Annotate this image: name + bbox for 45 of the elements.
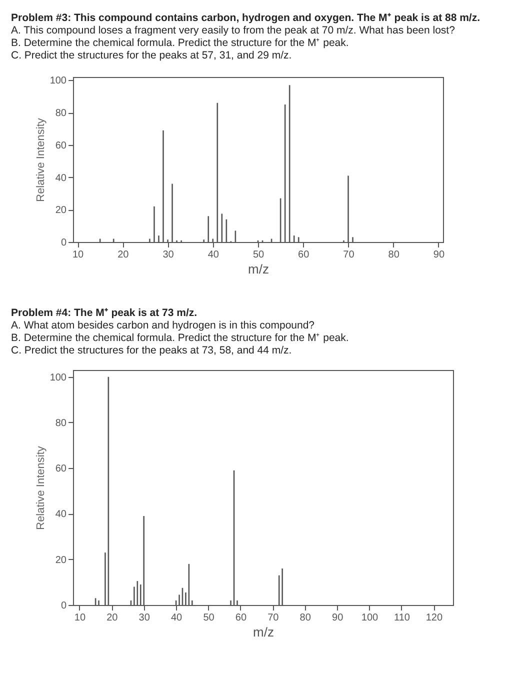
- x-tick-label: 40: [208, 250, 220, 260]
- x-tick-label: 70: [343, 250, 355, 260]
- text: C. Predict the structures for the peaks at 73, 58, and 44 m/z.: [11, 344, 292, 356]
- y-tick-label: 20: [55, 554, 67, 566]
- x-tick-label: 10: [74, 612, 86, 624]
- x-tick-label: 90: [433, 250, 445, 260]
- x-tick-label: 40: [170, 612, 183, 624]
- x-tick-label: 30: [162, 250, 174, 260]
- y-axis-title: Relative Intensity: [34, 446, 47, 530]
- y-tick-label: 80: [55, 108, 67, 120]
- x-tick-label: 50: [203, 612, 215, 624]
- x-tick-label: 30: [138, 612, 150, 624]
- y-tick-label: 100: [50, 372, 67, 384]
- x-tick-label: 10: [72, 250, 84, 260]
- text: B. Determine the chemical formula. Predict the structure for the M⁺ peak.: [11, 332, 349, 344]
- y-axis-title: Relative Intensity: [34, 118, 47, 202]
- x-tick-label: 20: [106, 612, 118, 624]
- y-tick-label: 40: [55, 509, 67, 520]
- text: C. Predict the structures for the peaks at 57, 31, and 29 m/z.: [11, 50, 292, 62]
- x-tick-label: 70: [268, 612, 280, 624]
- x-tick-label: 20: [118, 250, 130, 260]
- x-tick-label: 80: [300, 612, 312, 624]
- y-tick-label: 40: [55, 172, 67, 184]
- y-tick-label: 0: [60, 238, 67, 248]
- x-tick-label: 80: [388, 250, 400, 260]
- text: A. What atom besides carbon and hydrogen is in this compound?: [11, 320, 315, 332]
- y-tick-label: 60: [55, 464, 67, 475]
- x-tick-label: 120: [426, 612, 443, 624]
- x-tick-label: 50: [252, 250, 264, 260]
- x-axis-title: m/z: [253, 624, 274, 640]
- y-tick-label: 20: [55, 205, 67, 216]
- chart-title: Problem #4: The M⁺ peak is at 73 m/z.: [11, 307, 198, 319]
- x-tick-label: 110: [394, 612, 410, 624]
- y-tick-label: 0: [60, 600, 67, 612]
- chart-title: Problem #3: This compound contains carbon, hydrogen and oxygen. The M⁺ peak is at 88 m/z.: [11, 12, 480, 24]
- x-tick-label: 60: [235, 612, 247, 624]
- text: B. Determine the chemical formula. Predict the structure for the M⁺ peak.: [11, 37, 349, 50]
- x-tick-label: 90: [332, 612, 344, 624]
- x-tick-label: 60: [298, 250, 310, 260]
- x-axis-title: m/z: [248, 262, 269, 276]
- y-tick-label: 60: [55, 140, 67, 152]
- x-tick-label: 100: [361, 612, 379, 624]
- y-tick-label: 80: [55, 418, 67, 429]
- y-tick-label: 100: [50, 76, 67, 87]
- text: A. This compound loses a fragment very easily to from the peak at 70 m/z. What has been lost?: [11, 24, 456, 37]
